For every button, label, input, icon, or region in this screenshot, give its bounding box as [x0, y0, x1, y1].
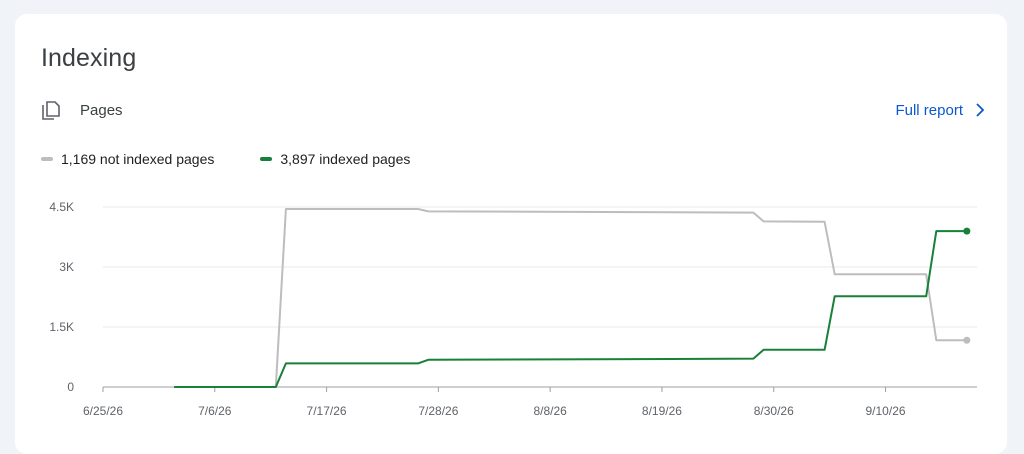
x-tick-label: 9/10/26 — [866, 404, 906, 418]
chart-legend: 1,169 not indexed pages 3,897 indexed pa… — [41, 151, 456, 167]
y-tick-label: 4.5K — [49, 200, 74, 214]
card-title: Indexing — [41, 44, 137, 72]
legend-label-not-indexed: 1,169 not indexed pages — [61, 151, 215, 167]
y-tick-label: 0 — [67, 380, 74, 394]
x-tick-label: 7/6/26 — [198, 404, 232, 418]
x-tick-label: 7/17/26 — [307, 404, 347, 418]
legend-swatch-not-indexed — [41, 157, 53, 161]
series-line-indexed — [174, 230, 967, 388]
legend-label-indexed: 3,897 indexed pages — [280, 151, 411, 167]
full-report-link[interactable]: Full report — [895, 102, 985, 119]
series-endpoint-not-indexed — [963, 336, 971, 344]
series-endpoint-indexed — [963, 227, 971, 235]
full-report-label: Full report — [895, 101, 963, 119]
legend-swatch-indexed — [260, 157, 273, 161]
x-tick-label: 8/8/26 — [533, 404, 567, 418]
y-tick-label: 1.5K — [49, 320, 74, 334]
chevron-right-icon — [975, 103, 985, 117]
x-tick-label: 8/30/26 — [754, 404, 794, 418]
legend-item-indexed[interactable]: 3,897 indexed pages — [260, 151, 410, 167]
indexing-line-chart: 0 1.5K 3K 4.5K 6/25/26 7/6/26 7/17/26 7/28/26 8/… — [49, 200, 977, 418]
indexing-card: Indexing Pages Full report 1,169 not ind… — [15, 14, 1007, 454]
x-tick-label: 7/28/26 — [418, 404, 458, 418]
copy-pages-icon — [41, 99, 63, 121]
legend-item-not-indexed[interactable]: 1,169 not indexed pages — [41, 151, 214, 167]
x-tick-label: 6/25/26 — [83, 404, 123, 418]
section-label: Pages — [80, 101, 123, 119]
x-tick-label: 8/19/26 — [642, 404, 682, 418]
pages-section-header: Pages Full report — [41, 98, 985, 122]
series-line-not-indexed — [174, 208, 967, 388]
y-tick-label: 3K — [59, 260, 74, 274]
